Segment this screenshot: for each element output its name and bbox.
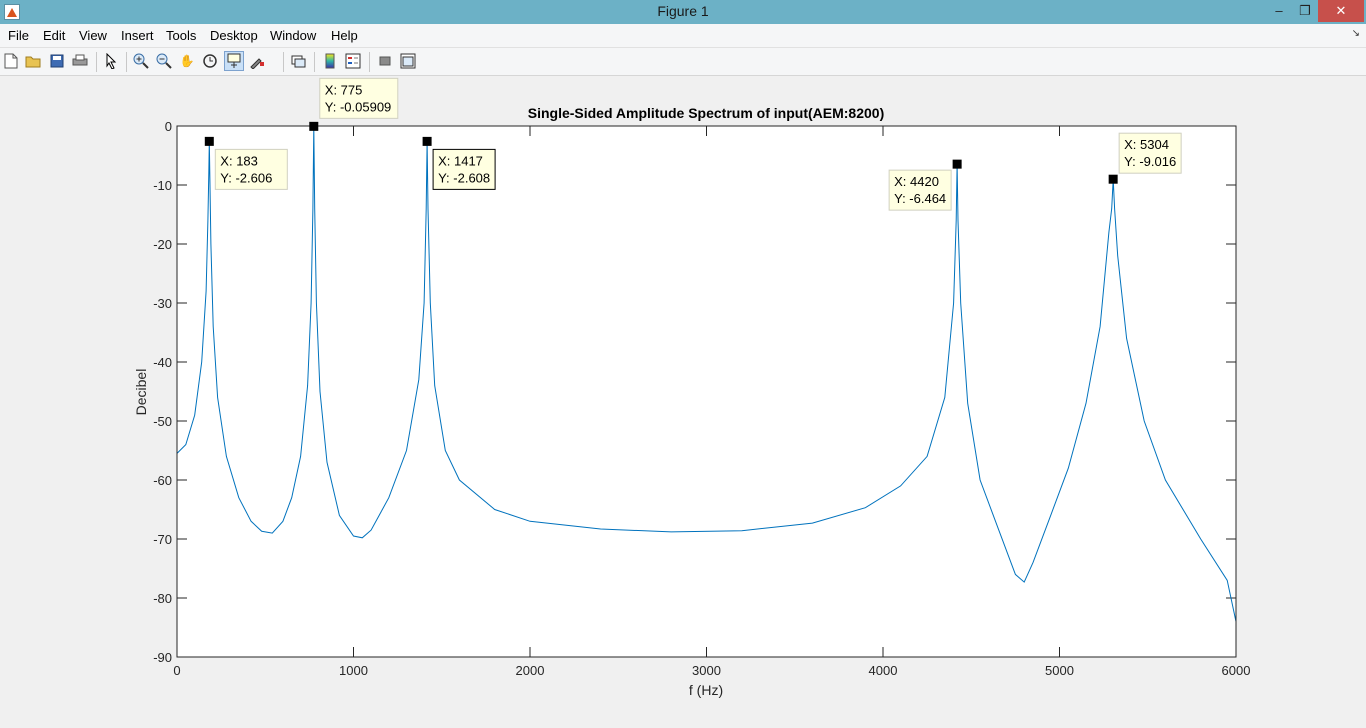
datatip[interactable]: X: 775 Y: -0.05909 xyxy=(309,77,399,131)
y-tick-label: -10 xyxy=(153,178,172,193)
datatip-box[interactable] xyxy=(888,169,952,211)
x-tick-label: 0 xyxy=(173,663,180,678)
y-tick-label: -30 xyxy=(153,296,172,311)
axes-box xyxy=(176,125,1237,658)
axes-background[interactable] xyxy=(177,126,1236,657)
menu-view[interactable]: View xyxy=(79,28,107,43)
datatip-marker[interactable] xyxy=(422,136,432,146)
window-title: Figure 1 xyxy=(657,3,709,19)
datatip[interactable]: X: 183 Y: -2.606 xyxy=(204,136,288,190)
rotate-3d-icon[interactable] xyxy=(201,52,219,70)
datatip-y-text: Y: -9.016 xyxy=(1124,154,1176,169)
plot-title: Single-Sided Amplitude Spectrum of input… xyxy=(528,105,885,121)
datatip-y-text: Y: -2.608 xyxy=(438,170,490,185)
menu-bar: File Edit View Insert Tools Desktop Wind… xyxy=(0,24,1366,48)
matlab-icon xyxy=(4,4,20,20)
datatip-marker[interactable] xyxy=(204,136,214,146)
datatip-x-text: X: 775 xyxy=(325,82,363,97)
x-axis-label: f (Hz) xyxy=(689,682,723,698)
datatip-x-text: X: 1417 xyxy=(438,153,483,168)
pan-icon[interactable]: ✋ xyxy=(179,54,195,68)
datatip-marker[interactable] xyxy=(952,159,962,169)
datatip-y-text: Y: -0.05909 xyxy=(325,99,392,114)
print-icon[interactable] xyxy=(71,52,89,70)
datatip[interactable]: X: 4420 Y: -6.464 xyxy=(888,159,962,211)
menu-edit[interactable]: Edit xyxy=(43,28,66,43)
show-plot-tools-icon[interactable] xyxy=(399,52,417,70)
open-file-icon[interactable] xyxy=(24,52,42,70)
y-tick-label: -60 xyxy=(153,473,172,488)
x-tick-label: 3000 xyxy=(692,663,721,678)
menu-tools[interactable]: Tools xyxy=(166,28,197,43)
minimize-button[interactable]: – xyxy=(1275,3,1283,18)
restore-button[interactable]: ❐ xyxy=(1299,3,1311,18)
data-cursor-icon[interactable] xyxy=(224,51,244,71)
x-tick-label: 4000 xyxy=(869,663,898,678)
brush-icon[interactable] xyxy=(249,52,267,70)
save-icon[interactable] xyxy=(48,52,66,70)
menu-file[interactable]: File xyxy=(8,28,29,43)
datatip-y-text: Y: -2.606 xyxy=(220,170,272,185)
x-tick-label: 2000 xyxy=(516,663,545,678)
y-tick-label: -70 xyxy=(153,532,172,547)
y-tick-label: -20 xyxy=(153,237,172,252)
menu-help[interactable]: Help xyxy=(331,28,358,43)
zoom-out-icon[interactable] xyxy=(155,52,173,70)
zoom-in-icon[interactable] xyxy=(132,52,150,70)
colorbar-icon[interactable] xyxy=(321,52,339,70)
y-tick-label: -50 xyxy=(153,414,172,429)
datatip-x-text: X: 4420 xyxy=(894,174,939,189)
datatip-marker[interactable] xyxy=(309,121,319,131)
y-tick-label: 0 xyxy=(165,119,172,134)
title-bar: Figure 1 – ❐ ✕ xyxy=(0,0,1366,24)
menu-window[interactable]: Window xyxy=(270,28,317,43)
close-button[interactable]: ✕ xyxy=(1318,0,1364,22)
hide-plot-tools-icon[interactable] xyxy=(376,52,394,70)
datatip-box[interactable] xyxy=(1118,132,1182,174)
new-figure-icon[interactable] xyxy=(2,52,20,70)
x-tick-label: 5000 xyxy=(1045,663,1074,678)
datatip-x-text: X: 183 xyxy=(220,153,258,168)
y-tick-label: -40 xyxy=(153,355,172,370)
link-plot-icon[interactable] xyxy=(289,52,307,70)
dock-arrow-icon[interactable]: ↘ xyxy=(1351,28,1360,39)
datatip-marker[interactable] xyxy=(1108,174,1118,184)
edit-plot-icon[interactable] xyxy=(102,52,120,70)
datatip-y-text: Y: -6.464 xyxy=(894,191,946,206)
y-tick-label: -80 xyxy=(153,591,172,606)
datatip-box[interactable] xyxy=(319,77,399,119)
x-tick-label: 1000 xyxy=(339,663,368,678)
datatip-box[interactable] xyxy=(214,148,288,190)
spectrum-line[interactable] xyxy=(176,126,1237,622)
y-axis-label: Decibel xyxy=(133,369,149,416)
x-tick-label: 6000 xyxy=(1222,663,1251,678)
datatip[interactable]: X: 5304 Y: -9.016 xyxy=(1108,132,1182,184)
figure-toolbar: ✋ xyxy=(0,48,1366,76)
datatip-box[interactable] xyxy=(432,148,496,190)
y-tick-label: -90 xyxy=(153,650,172,665)
menu-desktop[interactable]: Desktop xyxy=(210,28,258,43)
legend-icon[interactable] xyxy=(344,52,362,70)
datatip-x-text: X: 5304 xyxy=(1124,137,1169,152)
menu-insert[interactable]: Insert xyxy=(121,28,154,43)
datatip[interactable]: X: 1417 Y: -2.608 xyxy=(422,136,496,190)
